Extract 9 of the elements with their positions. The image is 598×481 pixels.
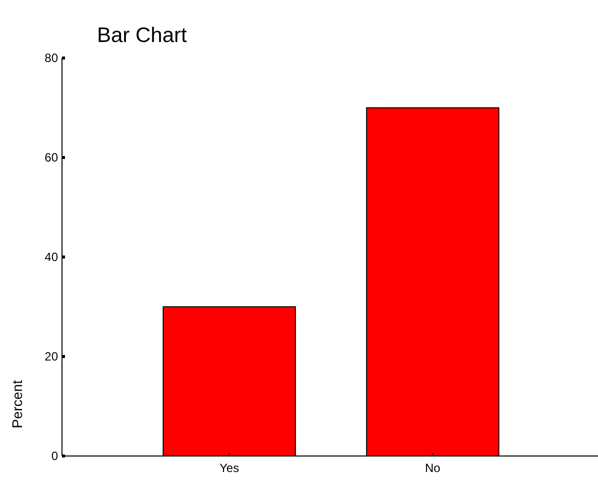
y-tick-label: 20 [44,350,58,364]
y-tick-label: 60 [44,150,58,165]
y-tick-label: 0 [51,449,58,464]
y-axis-title: Percent [9,380,25,428]
x-tick-label: No [425,461,441,475]
y-tick-label: 80 [44,51,58,66]
y-tick-label: 40 [44,250,58,264]
chart-title: Bar Chart [97,24,188,47]
x-tick-label: Yes [220,461,240,475]
